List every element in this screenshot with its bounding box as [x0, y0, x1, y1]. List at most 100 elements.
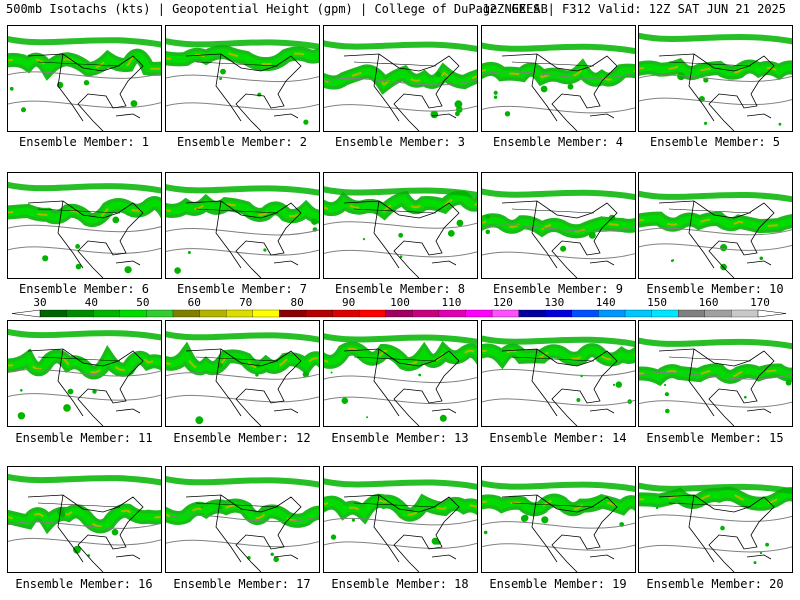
member-map-12 [165, 320, 320, 427]
isotach-blob [665, 408, 670, 414]
height-contour [8, 369, 161, 377]
colorbar-swatch [385, 309, 413, 318]
isotach-blob [744, 395, 747, 399]
isotach-blob [21, 107, 26, 113]
us-canada-border [511, 208, 595, 214]
colorbar-tick-label: 110 [441, 296, 462, 309]
isotach-blob [615, 381, 622, 388]
northern-jet-band [8, 473, 161, 486]
coastline [185, 494, 302, 572]
colorbar-swatch [305, 309, 334, 318]
member-label: Ensemble Member: 17 [173, 577, 311, 591]
isotach-blob [418, 373, 422, 377]
coastline [501, 53, 618, 131]
isotach-blob [664, 383, 667, 387]
height-contour [166, 539, 319, 548]
coastline [658, 53, 775, 131]
isotach-blob [220, 68, 226, 75]
member-map-5 [638, 25, 793, 132]
jet-max-segment [639, 492, 792, 505]
height-contour [639, 400, 792, 408]
colorbar-swatch [624, 309, 653, 318]
colorbar-swatch [731, 309, 759, 318]
member-label: Ensemble Member: 6 [18, 282, 150, 296]
isotach-blob [454, 100, 463, 109]
member-label: Ensemble Member: 13 [331, 431, 469, 445]
isotach-blob [73, 545, 81, 554]
isotach-blob [174, 267, 181, 274]
member-label: Ensemble Member: 1 [18, 135, 150, 149]
us-canada-border [668, 356, 752, 362]
colorbar-swatch [518, 309, 546, 318]
isotach-blob [311, 218, 318, 225]
jet-max-segment [324, 347, 477, 366]
coastline [27, 348, 144, 426]
isotach-blob [75, 244, 80, 249]
isotach-blob [485, 214, 490, 219]
jet-max-segment [166, 352, 319, 370]
colorbar-tick-label: 80 [290, 296, 304, 309]
colorbar-swatch [225, 309, 254, 318]
isotach-blob [187, 251, 191, 254]
northern-jet-band [482, 42, 635, 55]
colorbar-tick-label: 70 [239, 296, 253, 309]
northern-jet-band [324, 186, 477, 199]
member-map-15 [638, 320, 793, 427]
isotach-blob [483, 530, 488, 535]
height-contour [324, 77, 477, 86]
member-map-11 [7, 320, 162, 427]
caribbean-islands [589, 260, 615, 266]
height-contour [639, 544, 792, 553]
isotach-blob [218, 362, 223, 368]
isotach-blob [785, 379, 792, 386]
northern-jet-band [482, 480, 635, 493]
isotach-blob [111, 528, 119, 536]
height-contour [482, 224, 635, 232]
member-map-19 [481, 466, 636, 573]
isotach-blob [541, 516, 549, 524]
isotach-blob [124, 266, 132, 274]
caribbean-islands [746, 554, 772, 560]
caribbean-islands [115, 113, 141, 119]
height-contour [166, 74, 319, 83]
us-canada-border [353, 61, 437, 67]
isotach-blob [366, 416, 369, 419]
caribbean-islands [746, 408, 772, 414]
colorbar-swatch [332, 309, 360, 318]
colorbar-tick-label: 150 [647, 296, 668, 309]
jet-max-segment [482, 499, 635, 511]
member-map-20 [638, 466, 793, 573]
colorbar-swatch [678, 309, 706, 318]
northern-jet-band [166, 184, 319, 196]
isotach-blob [330, 534, 337, 540]
northern-jet-band [639, 190, 792, 203]
coastline [658, 200, 775, 278]
us-canada-border [511, 61, 595, 67]
colorbar-tick-label: 130 [544, 296, 565, 309]
coastline [658, 348, 775, 426]
colorbar-swatch [146, 309, 174, 318]
isotach-blob [493, 95, 498, 99]
isotach-blob [588, 231, 596, 239]
isotach-blob [485, 229, 491, 235]
height-contour [8, 521, 161, 529]
member-label: Ensemble Member: 19 [489, 577, 627, 591]
northern-jet-band [639, 337, 792, 350]
isotach-blob [399, 255, 403, 258]
jet-max-segment [8, 509, 161, 528]
us-canada-border [37, 208, 121, 214]
isotach-blob [130, 100, 138, 107]
coastline [27, 53, 144, 131]
isotach-blob [67, 388, 74, 395]
isotach-blob [92, 389, 97, 394]
caribbean-islands [431, 260, 457, 266]
height-contour [482, 398, 635, 406]
colorbar-swatch [412, 309, 440, 318]
isotach-blob [20, 389, 23, 392]
northern-jet-band [639, 32, 792, 45]
colorbar-tick-label: 160 [698, 296, 719, 309]
height-contour [8, 393, 161, 401]
us-canada-border [668, 502, 752, 508]
jet-max-segment [324, 70, 477, 87]
isotach-blob [560, 245, 567, 252]
